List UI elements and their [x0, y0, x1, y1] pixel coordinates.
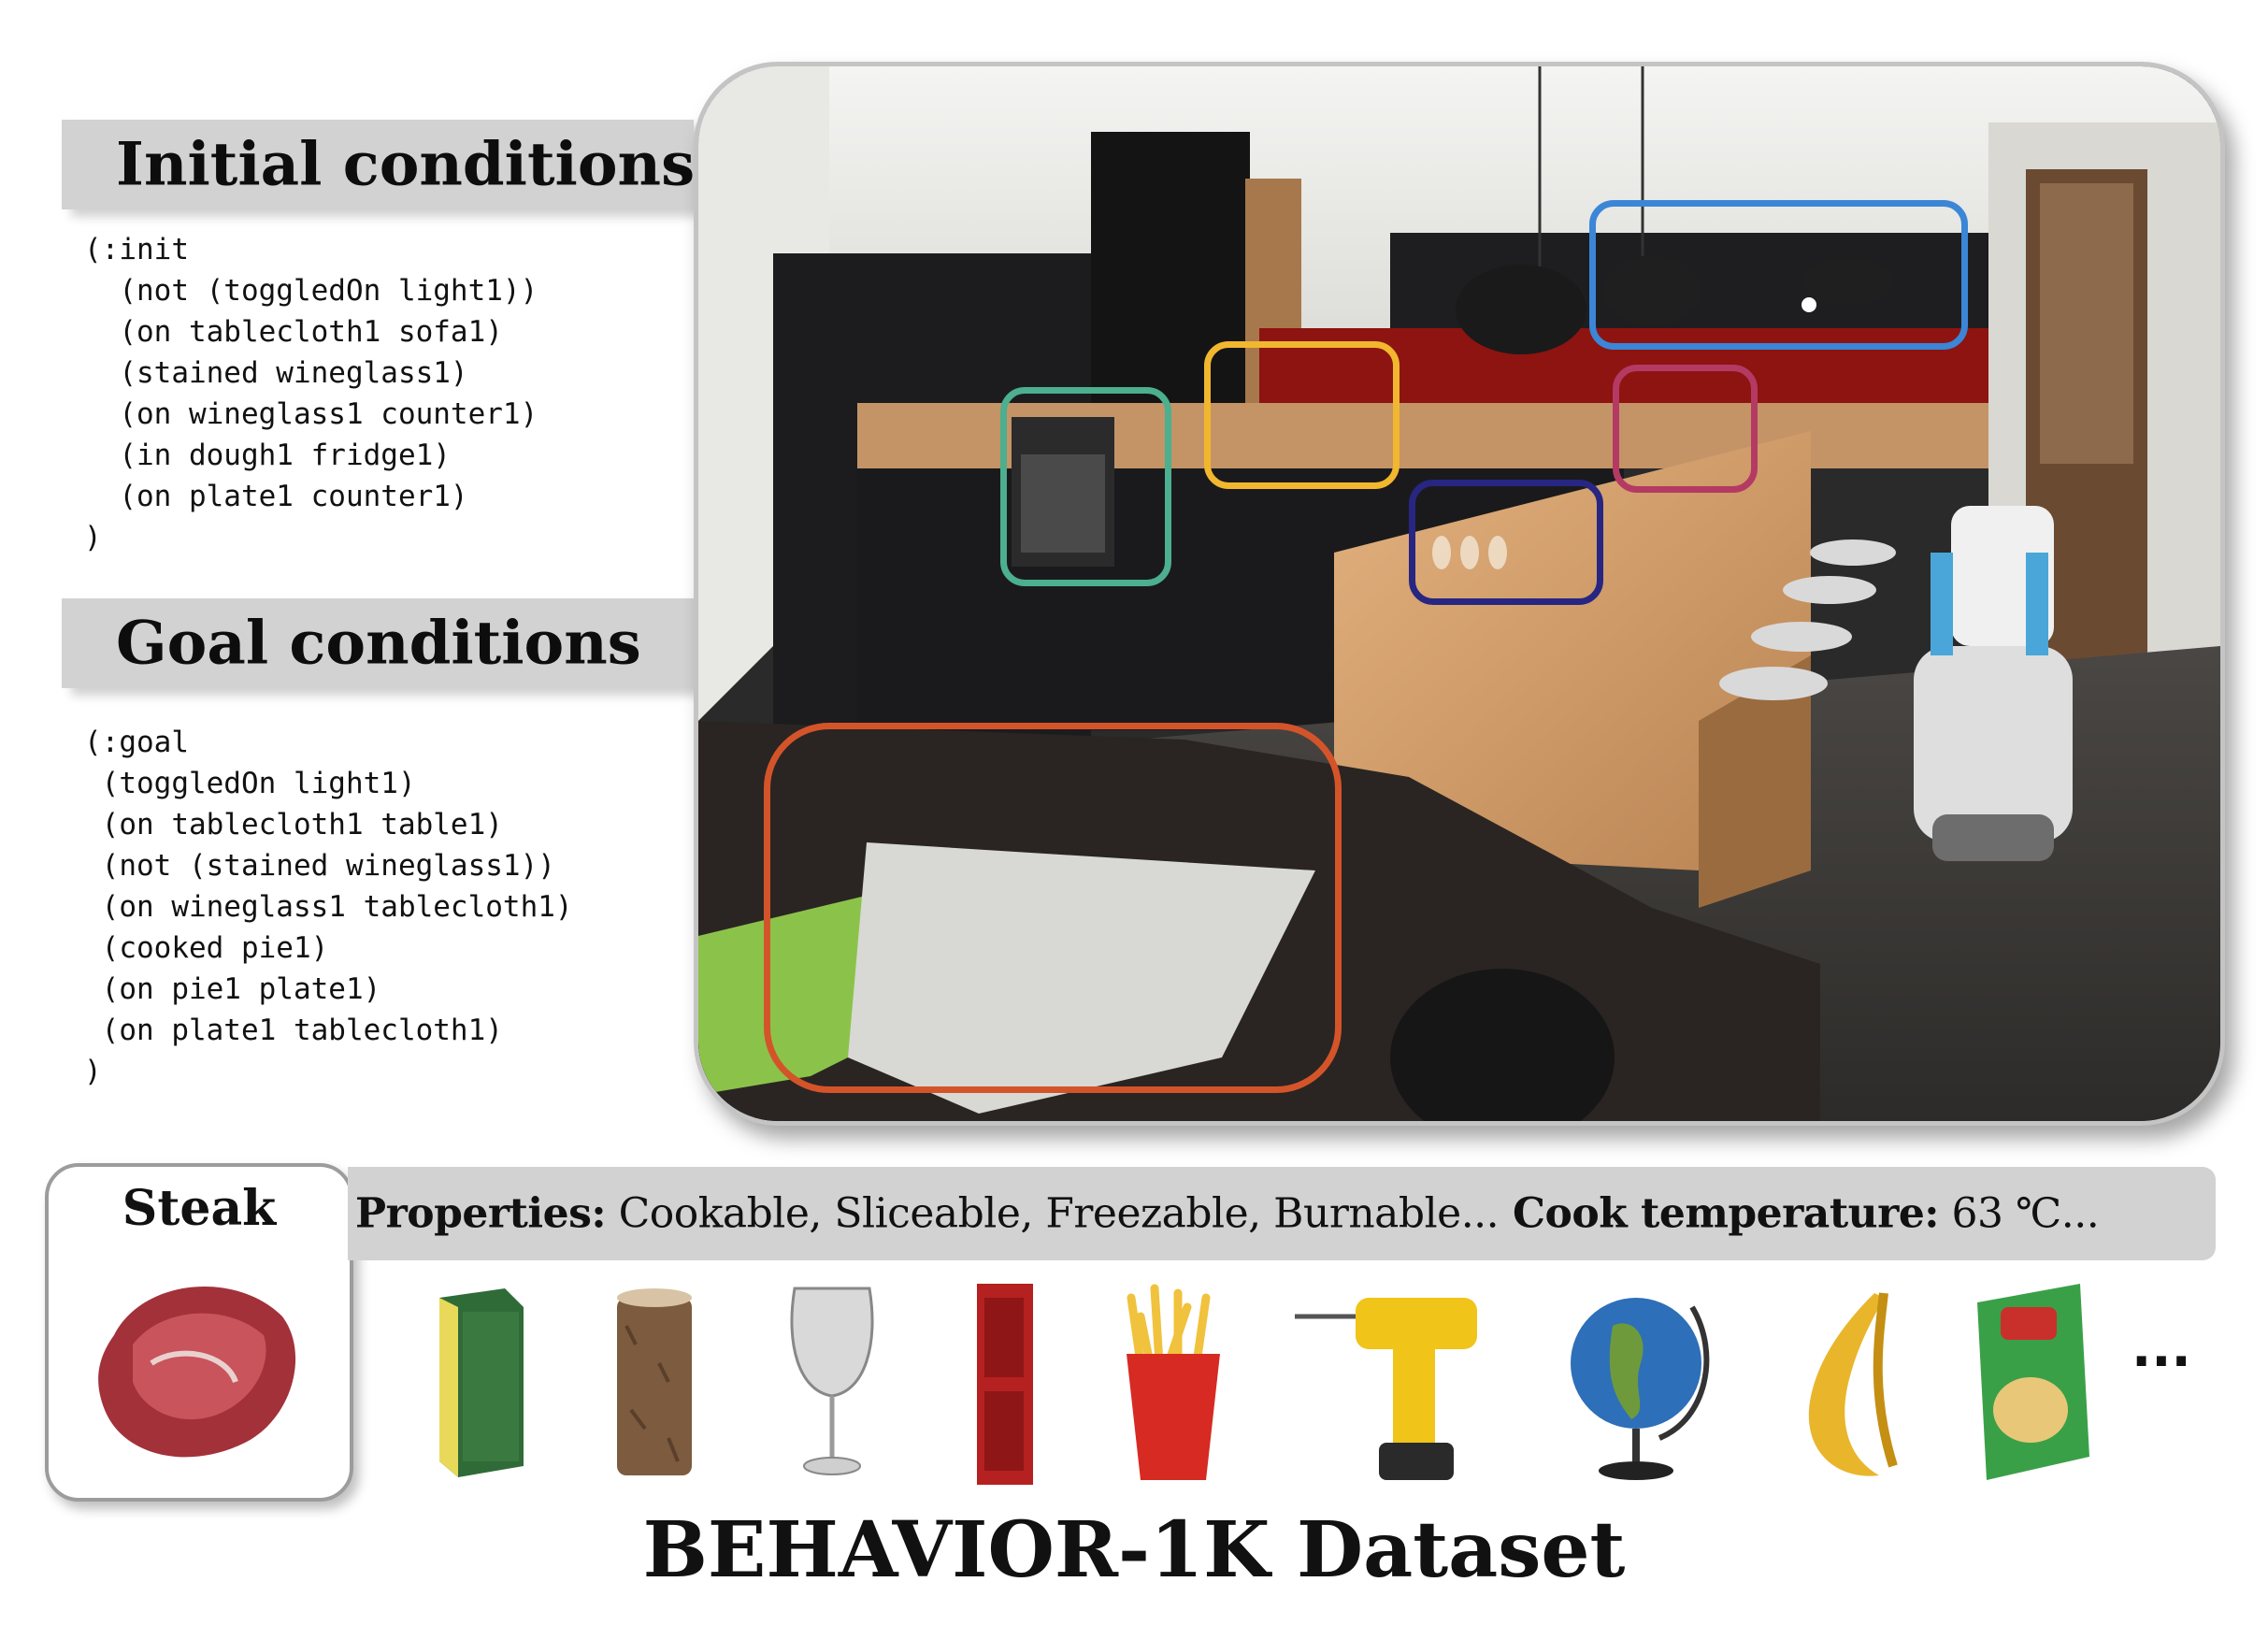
oven-highlight-box — [1000, 387, 1171, 586]
sponge-icon — [439, 1288, 524, 1477]
steak-card: Steak — [45, 1163, 353, 1502]
code-line: (:goal — [84, 726, 189, 759]
steak-title: Steak — [122, 1180, 277, 1237]
sink-highlight-box — [1204, 341, 1400, 489]
wine-glass-icon — [790, 1287, 874, 1475]
dataset-title: BEHAVIOR-1K Dataset — [642, 1505, 1626, 1595]
tablecloth-highlight-box — [764, 723, 1342, 1093]
initial-conditions-header: Initial conditions — [62, 120, 696, 209]
cook-temperature-value: 63 ℃... — [1939, 1189, 2100, 1238]
chips-bag-icon — [1977, 1284, 2089, 1480]
properties-label: Properties: — [355, 1189, 607, 1238]
code-line: (toggledOn light1) — [84, 767, 416, 800]
goal-conditions-heading: Goal conditions — [116, 608, 641, 679]
stove-highlight-box — [1613, 365, 1758, 493]
code-line: ) — [84, 1055, 102, 1088]
initial-conditions-heading: Initial conditions — [116, 129, 696, 200]
properties-bar: Properties: Cookable, Sliceable, Freezab… — [348, 1167, 2216, 1260]
code-line: (on plate1 counter1) — [84, 480, 468, 513]
banana-icon — [1808, 1292, 1898, 1476]
code-line: (not (toggledOn light1)) — [84, 274, 538, 308]
properties-text: Properties: Cookable, Sliceable, Freezab… — [355, 1189, 2100, 1238]
steak-icon — [98, 1286, 296, 1458]
goal-conditions-header: Goal conditions — [62, 598, 694, 688]
wineglasses-highlight-box — [1409, 480, 1603, 605]
code-line: (on tablecloth1 sofa1) — [84, 315, 503, 349]
code-line: (in dough1 fridge1) — [84, 439, 451, 472]
code-line: (on wineglass1 counter1) — [84, 397, 538, 431]
more-objects-ellipsis: ... — [2132, 1318, 2191, 1379]
kitchen-scene-image — [694, 62, 2225, 1126]
kitchen-scene-illustration — [698, 66, 2220, 1121]
fries-icon — [1127, 1284, 1220, 1480]
globe-icon — [1571, 1298, 1710, 1480]
code-line: (on tablecloth1 table1) — [84, 808, 503, 841]
cook-temperature-label: Cook temperature: — [1499, 1189, 1940, 1238]
code-line: (stained wineglass1) — [84, 356, 468, 390]
locker-icon — [977, 1284, 1033, 1485]
drill-icon — [1295, 1298, 1477, 1480]
code-line: (on pie1 plate1) — [84, 972, 381, 1006]
lights-highlight-box — [1589, 200, 1968, 350]
goal-conditions-code: (:goal (toggledOn light1) (on tablecloth… — [84, 722, 573, 1092]
code-line: (:init — [84, 233, 189, 266]
code-line: (on wineglass1 tablecloth1) — [84, 890, 573, 924]
properties-value: Cookable, Sliceable, Freezable, Burnable… — [606, 1189, 1500, 1238]
log-icon — [617, 1288, 692, 1475]
initial-conditions-code: (:init (not (toggledOn light1)) (on tabl… — [84, 229, 538, 558]
code-line: ) — [84, 521, 102, 554]
code-line: (not (stained wineglass1)) — [84, 849, 555, 883]
code-line: (on plate1 tablecloth1) — [84, 1014, 503, 1047]
code-line: (cooked pie1) — [84, 931, 329, 965]
